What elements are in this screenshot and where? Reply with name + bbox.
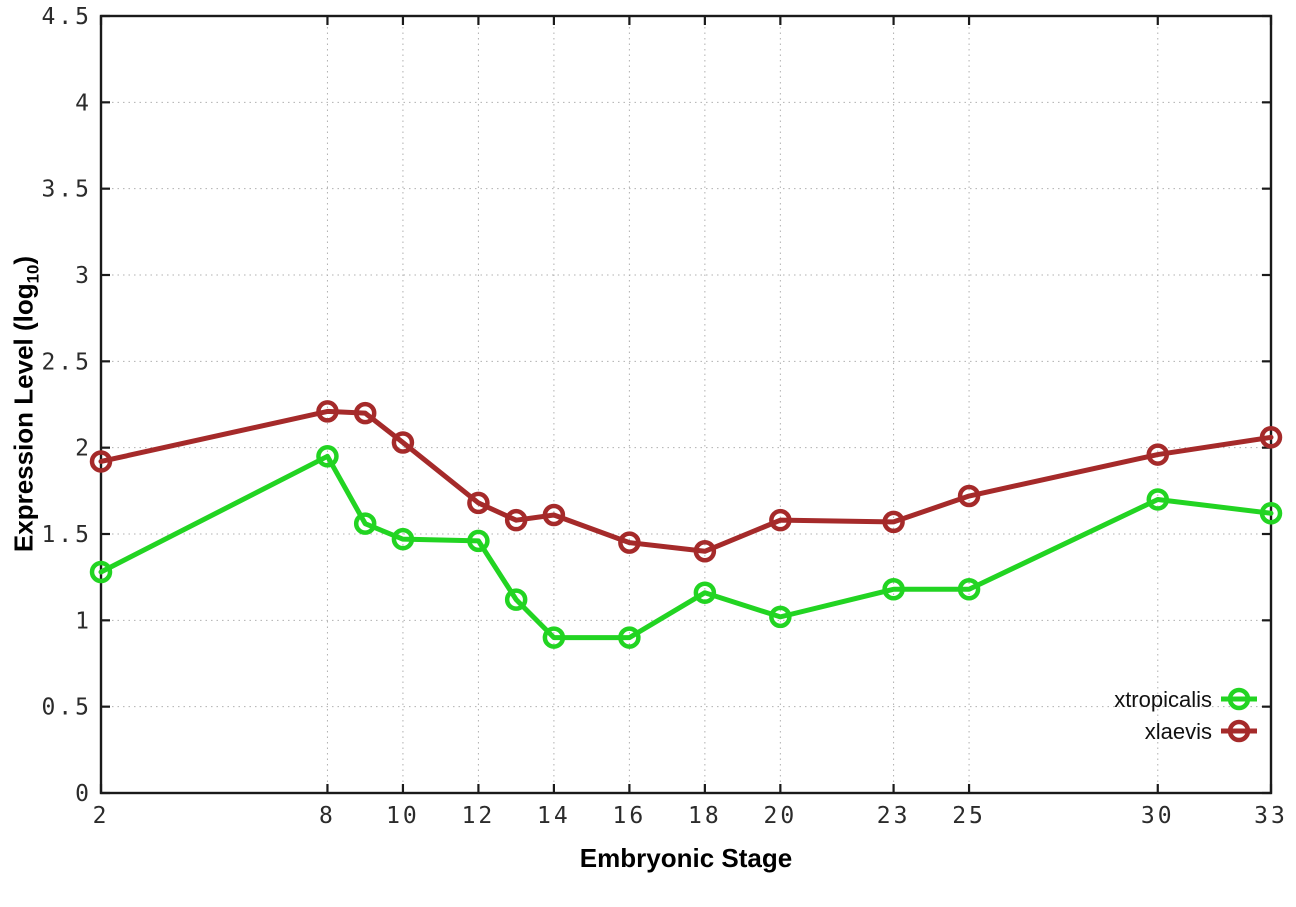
x-tick-label: 10 — [386, 803, 420, 829]
legend-label-xlaevis: xlaevis — [1145, 719, 1212, 744]
y-axis-title-subscript: 10 — [23, 264, 43, 284]
y-tick-label: 3 — [75, 263, 92, 289]
y-tick-label: 0 — [75, 781, 92, 807]
x-tick-label: 2 — [93, 803, 110, 829]
y-tick-label: 3.5 — [41, 177, 92, 203]
data-point-xlaevis — [504, 508, 528, 532]
data-point-xtropicalis — [882, 578, 905, 601]
x-tick-label: 20 — [764, 803, 798, 829]
x-tick-label: 18 — [688, 803, 722, 829]
data-point-xlaevis — [467, 491, 490, 515]
legend-marker-xlaevis — [1227, 719, 1251, 743]
x-tick-label: 12 — [462, 803, 496, 829]
data-point-xtropicalis — [467, 529, 490, 553]
y-tick-label: 2 — [75, 436, 92, 462]
data-point-xtropicalis — [542, 626, 566, 649]
data-point-xtropicalis — [391, 527, 415, 551]
x-tick-label: 25 — [952, 803, 986, 829]
data-point-xlaevis — [769, 508, 792, 532]
legend-marker-xtropicalis — [1227, 687, 1251, 711]
x-tick-label: 8 — [319, 803, 336, 829]
data-point-xlaevis — [391, 431, 415, 454]
data-point-xtropicalis — [618, 626, 641, 649]
data-point-xlaevis — [353, 401, 377, 425]
data-point-xtropicalis — [1146, 488, 1170, 511]
data-point-xlaevis — [1146, 443, 1170, 466]
legend-label-xtropicalis: xtropicalis — [1114, 687, 1212, 712]
data-point-xtropicalis — [353, 512, 377, 535]
data-point-xtropicalis — [693, 581, 717, 604]
data-point-xtropicalis — [316, 445, 339, 468]
plot-border — [99, 14, 1273, 795]
data-point-xlaevis — [89, 450, 113, 473]
data-point-xlaevis — [618, 531, 641, 554]
data-point-xlaevis — [957, 484, 981, 508]
x-tick-label: 30 — [1141, 803, 1175, 829]
y-axis-title-suffix: ) — [8, 255, 39, 265]
data-point-xlaevis — [1259, 426, 1283, 449]
x-tick-label: 16 — [613, 803, 647, 829]
y-tick-label: 4.5 — [41, 4, 92, 30]
y-tick-label: 2.5 — [41, 349, 92, 375]
data-point-xlaevis — [693, 540, 717, 563]
data-point-xlaevis — [316, 400, 339, 423]
data-point-xtropicalis — [769, 605, 792, 629]
y-axis-title-text: Expression Level (log — [8, 283, 39, 553]
x-tick-label: 33 — [1254, 803, 1288, 829]
y-tick-label: 0.5 — [41, 695, 92, 721]
y-tick-label: 1 — [75, 608, 92, 634]
y-tick-label: 4 — [75, 90, 92, 116]
y-axis-title: Expression Level (log10) — [8, 256, 43, 552]
data-point-xlaevis — [882, 510, 905, 534]
x-tick-label: 23 — [877, 803, 911, 829]
data-point-xtropicalis — [957, 578, 981, 601]
x-tick-label: 14 — [537, 803, 571, 829]
data-point-xlaevis — [542, 503, 566, 527]
data-point-xtropicalis — [1259, 502, 1283, 525]
x-axis-title: Embryonic Stage — [579, 843, 793, 873]
data-point-xtropicalis — [504, 588, 528, 611]
data-point-xtropicalis — [89, 560, 113, 584]
y-tick-label: 1.5 — [41, 522, 92, 548]
